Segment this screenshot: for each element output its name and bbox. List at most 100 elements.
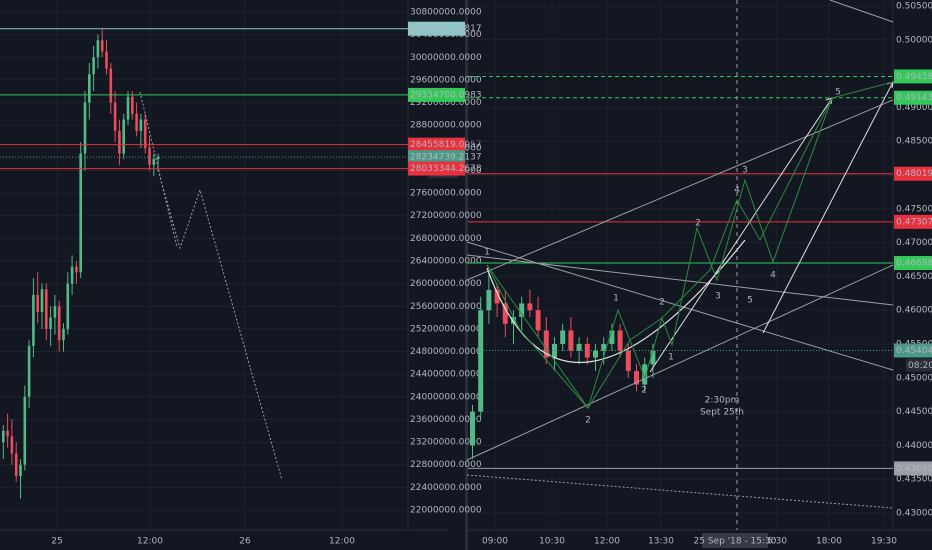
price-marker (894, 214, 932, 229)
price-marker-label: 28455819.0057 (410, 140, 482, 150)
wave-label: 3 (715, 292, 721, 302)
candle-body (584, 344, 590, 358)
candle-body (519, 303, 525, 317)
candle-body (66, 283, 70, 329)
wave-label: 4 (770, 271, 776, 281)
left-chart: 22000000.0000 22400000.0000 22800000.0000 2… (0, 0, 482, 547)
price-marker-label: 30505011.9817 (410, 24, 482, 34)
candle-body (96, 40, 100, 58)
y-tick-label: 22400000.0000 (410, 483, 482, 493)
x-tick-label: 13:30 (648, 537, 674, 547)
price-marker (894, 256, 932, 271)
y-tick-label: 0.50500 (896, 2, 932, 12)
candle-body (45, 289, 48, 329)
y-tick-label: 0.46000 (896, 306, 932, 316)
candle-body (6, 430, 9, 437)
candle-body (122, 119, 125, 154)
candle-body (470, 411, 475, 446)
x-tick-label: 12:00 (329, 537, 355, 547)
candle-body (478, 310, 484, 412)
candle-body (568, 330, 574, 351)
x-tick-label: 12:00 (137, 537, 163, 547)
wave-label: 5 (835, 88, 841, 98)
x-tick-label: 09:00 (482, 537, 508, 547)
candle-body (527, 303, 533, 311)
crosshair-label: 25 Sep '18 - 15:30 (694, 537, 777, 547)
price-marker-label: 0.45404 (896, 346, 932, 356)
y-tick-label: 22800000.0000 (410, 460, 482, 470)
candle-body (126, 96, 130, 120)
wave-label: 3 (742, 166, 748, 176)
wave-label: 1 (613, 294, 619, 304)
crosshair-box (702, 533, 768, 548)
y-tick-label: 29200000.0000 (410, 98, 482, 108)
left-drawings (139, 91, 283, 481)
price-marker-label: 0.49143 (896, 93, 932, 103)
price-marker-label: 0.46698 (896, 259, 932, 269)
candle-body (118, 130, 121, 154)
candle-body (502, 303, 508, 324)
timer-box (906, 358, 932, 372)
wave-label: 5 (747, 296, 753, 306)
candle-body (32, 294, 35, 346)
candle-body (62, 328, 65, 341)
candle-body (543, 330, 549, 358)
price-marker (894, 166, 932, 181)
y-tick-label: 0.49000 (896, 103, 932, 113)
price-marker-label: 29334700.0983 (410, 90, 482, 100)
candle-body (14, 453, 18, 477)
y-tick-label: 27200000.0000 (410, 211, 482, 221)
candle-body (560, 330, 566, 344)
y-tick-label: 25200000.0000 (410, 324, 482, 334)
candle-body (593, 350, 598, 358)
arc (486, 239, 746, 364)
y-tick-label: 0.46500 (896, 272, 932, 282)
candle-body (131, 96, 134, 114)
candle-body (109, 68, 113, 103)
candle-body (634, 371, 639, 385)
price-marker (894, 343, 932, 358)
price-marker (408, 21, 465, 36)
price-marker (408, 137, 465, 152)
y-tick-label: 22000000.0000 (410, 506, 482, 516)
right-chart: 0.430000.435000.440000.445000.450000.455… (468, 0, 932, 550)
x-tick-label: 18:00 (816, 537, 842, 547)
timer: 08:20 (908, 361, 932, 371)
candle-body (642, 364, 648, 385)
candle-body (552, 344, 557, 358)
y-tick-label: 0.48500 (896, 137, 932, 147)
trend-line (466, 474, 894, 509)
wave-label: 2 (585, 416, 591, 426)
wave-label: 1 (668, 353, 674, 363)
candle-body (40, 289, 44, 312)
candle-body (105, 51, 108, 69)
y-tick-label: 0.45000 (896, 373, 932, 383)
y-tick-label: 0.50000 (896, 35, 932, 45)
candle-body (49, 317, 52, 329)
y-tick-label: 23600000.0000 (410, 415, 482, 425)
y-tick-label: 26000000.0000 (410, 279, 482, 289)
x-tick-label: 10:30 (539, 537, 565, 547)
price-marker (408, 87, 465, 102)
y-tick-label: 25600000.0000 (410, 302, 482, 312)
x-tick-label: 12:00 (594, 537, 620, 547)
y-tick-label: 30800000.0000 (410, 8, 482, 18)
price-marker-label: 0.47307 (896, 217, 932, 227)
trend-line (829, 0, 894, 23)
candle-body (625, 350, 631, 372)
candle-body (139, 119, 143, 131)
candle-body (79, 153, 82, 273)
y-tick-label: 28800000.0000 (410, 121, 482, 131)
x-tick-label: 19:30 (871, 537, 897, 547)
wave-line (486, 81, 894, 409)
wave-label: 1 (484, 248, 490, 258)
annotation: Sept 25th (700, 408, 744, 418)
y-tick-label: 27600000.0000 (410, 189, 482, 199)
y-tick-label: 24000000.0000 (410, 392, 482, 402)
y-tick-label: 0.43500 (896, 475, 932, 485)
y-tick-label: 26400000.0000 (410, 257, 482, 267)
price-marker-label: 28033344.2678 (410, 164, 482, 174)
y-tick-label: 0.44500 (896, 407, 932, 417)
projection-line (157, 169, 283, 481)
